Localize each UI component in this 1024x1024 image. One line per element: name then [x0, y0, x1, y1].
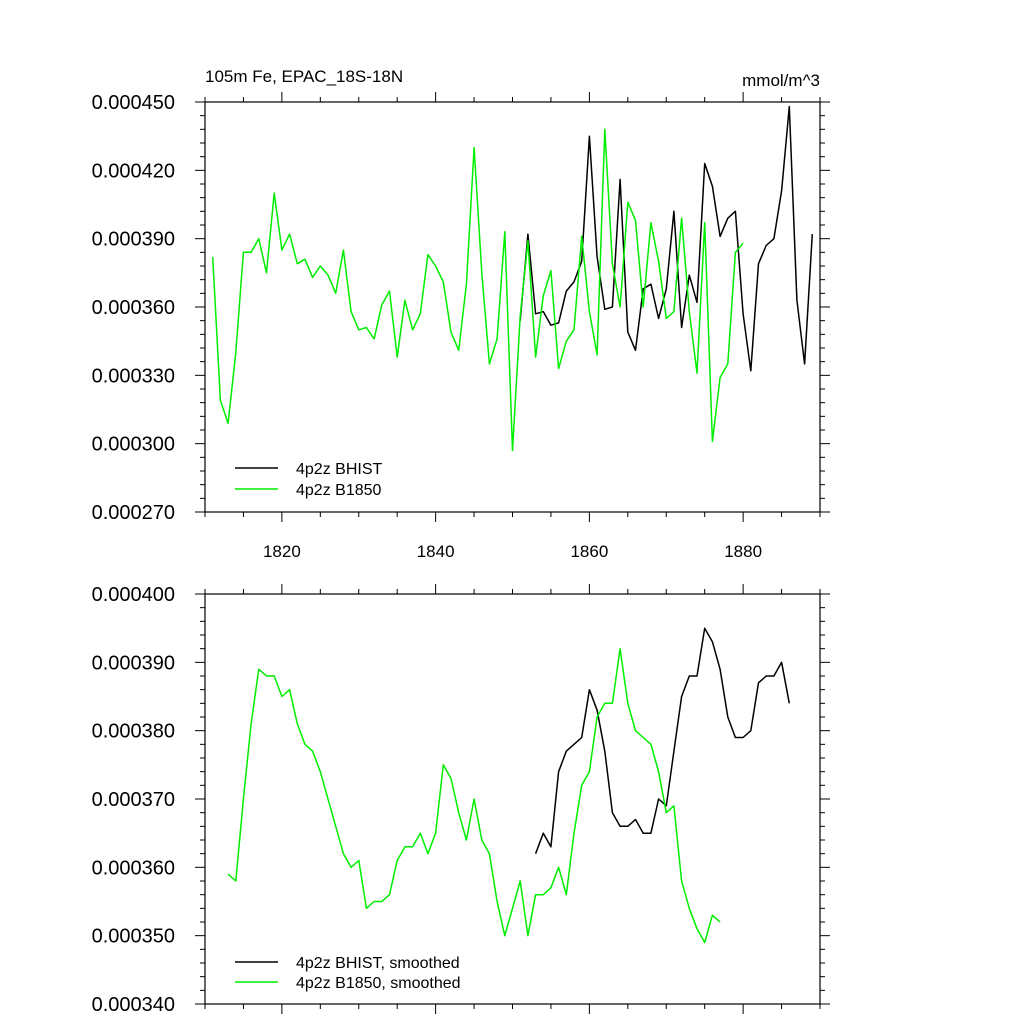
top-x-tick-label: 1840 — [417, 542, 455, 561]
bottom-y-tick-label: 0.000380 — [92, 721, 175, 743]
top-x-tick-label: 1860 — [570, 542, 608, 561]
top-y-tick-label: 0.000330 — [92, 365, 175, 387]
bottom-y-tick-label: 0.000360 — [92, 857, 175, 879]
top-title: 105m Fe, EPAC_18S-18N — [205, 67, 403, 86]
bottom-series-line-bhist — [534, 627, 791, 854]
legend-label-bhist-smoothed: 4p2z BHIST, smoothed — [296, 955, 460, 972]
legend-label-b1850-smoothed: 4p2z B1850, smoothed — [296, 975, 461, 992]
top-series — [211, 105, 814, 452]
top-legend: 4p2z BHIST 4p2z B1850 — [235, 461, 382, 499]
bottom-series — [227, 627, 791, 944]
top-series-line-bhist — [519, 105, 814, 372]
bottom-y-tick-label: 0.000340 — [92, 994, 175, 1016]
bottom-y-tick-label: 0.000350 — [92, 926, 175, 948]
top-y-tick-label: 0.000450 — [92, 92, 175, 114]
legend-label-bhist: 4p2z BHIST — [296, 461, 382, 478]
legend-label-b1850: 4p2z B1850 — [296, 482, 382, 499]
top-y-tick-label: 0.000390 — [92, 229, 175, 251]
top-y-tick-label: 0.000300 — [92, 434, 175, 456]
bottom-legend: 4p2z BHIST, smoothed 4p2z B1850, smoothe… — [235, 955, 461, 992]
top-y-tick-label: 0.000420 — [92, 160, 175, 182]
bottom-plot-frame — [204, 593, 821, 1005]
bottom-series-line-b1850 — [227, 647, 721, 944]
top-y-tick-label: 0.000270 — [92, 502, 175, 524]
bottom-y-tick-label: 0.000390 — [92, 652, 175, 674]
bottom-panel: 0.000340 0.000350 0.000360 0.000370 0.000380… — [92, 584, 830, 1016]
bottom-y-tick-label: 0.000370 — [92, 789, 175, 811]
bottom-y-tick-label: 0.000400 — [92, 584, 175, 606]
top-x-tick-label: 1880 — [724, 542, 762, 561]
top-series-line-b1850 — [211, 128, 744, 452]
top-units: mmol/m^3 — [742, 71, 820, 90]
top-x-tick-label: 1820 — [263, 542, 301, 561]
top-ticks: 1820 1840 1860 1880 0.000270 0.000300 0.000330… — [92, 92, 830, 561]
top-y-tick-label: 0.000360 — [92, 297, 175, 319]
bottom-ticks: 0.000340 0.000350 0.000360 0.000370 0.000380… — [92, 584, 830, 1016]
top-panel: 105m Fe, EPAC_18S-18N mmol/m^3 1820 1840 1… — [92, 67, 830, 561]
